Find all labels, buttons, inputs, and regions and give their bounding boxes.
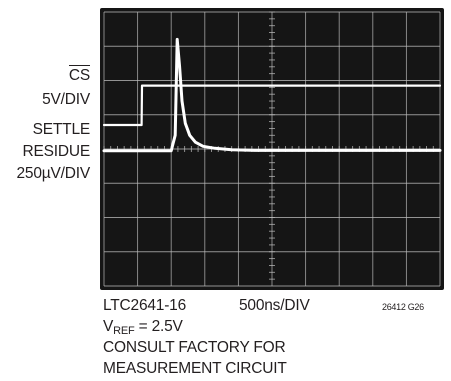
cs-scale-label: 5V/DIV <box>42 91 90 108</box>
vref-main: V <box>103 318 114 335</box>
timebase-label: 500ns/DIV <box>239 297 310 314</box>
trace-cs <box>102 84 442 127</box>
settle-label-line2: RESIDUE <box>22 143 90 160</box>
vref-subscript: REF <box>113 325 135 337</box>
settle-label-line1: SETTLE <box>32 121 91 138</box>
oscilloscope-screen <box>100 8 444 290</box>
vref-value: = 2.5V <box>134 318 183 335</box>
note-line-1: CONSULT FACTORY FOR <box>103 339 286 356</box>
trace-settle-residue <box>102 37 442 153</box>
figure-code: 26412 G26 <box>382 302 424 312</box>
scope-traces <box>102 37 442 153</box>
note-line-2: MEASUREMENT CIRCUIT <box>103 360 287 377</box>
cs-channel-label: CS <box>68 65 90 84</box>
vref-label: VREF = 2.5V <box>103 319 183 337</box>
part-number: LTC2641-16 <box>103 297 187 314</box>
settle-scale-label: 250µV/DIV <box>16 165 91 182</box>
